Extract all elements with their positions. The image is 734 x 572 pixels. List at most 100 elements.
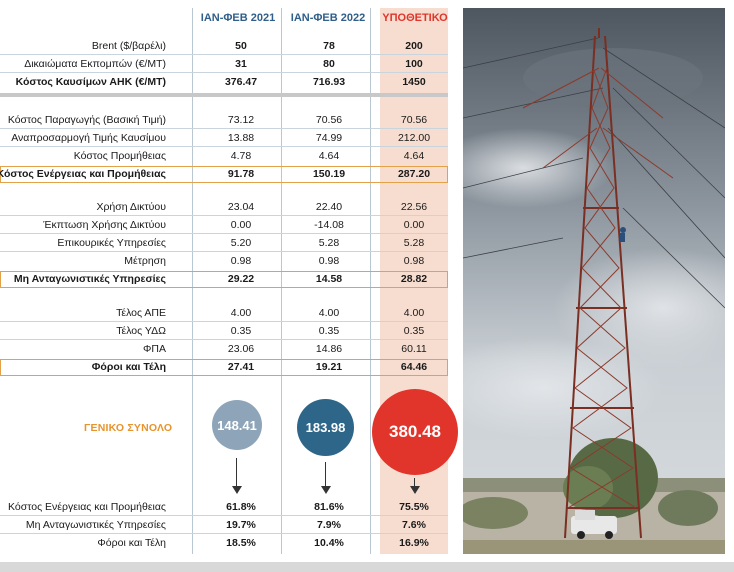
- value-hypothetical: 75.5%: [399, 501, 429, 513]
- row-label: Έκπτωση Χρήσης Δικτύου: [43, 219, 166, 231]
- row-share-taxes: Φόροι και Τέλη 18.5% 10.4% 16.9%: [0, 535, 448, 552]
- page-bottom-band: [0, 562, 734, 572]
- value-2022: 0.98: [318, 255, 340, 267]
- row-label: Δικαιώματα Εκπομπών (€/MT): [24, 58, 166, 70]
- value-2022: 80: [323, 58, 335, 70]
- row-label: Μη Ανταγωνιστικές Υπηρεσίες: [13, 273, 166, 285]
- row-taxes-subtotal: Φόροι και Τέλη 27.41 19.21 64.46: [0, 359, 448, 376]
- value-hypothetical: 28.82: [400, 273, 428, 285]
- down-arrow-icon: [410, 478, 420, 494]
- value-hypothetical: 7.6%: [402, 519, 426, 531]
- down-arrow-icon: [232, 458, 242, 494]
- value-2021: 50: [235, 40, 247, 52]
- value-2022: 4.64: [318, 150, 340, 162]
- value-2022: 4.00: [318, 307, 340, 319]
- value-hypothetical: 4.00: [403, 307, 425, 319]
- row-divider: [0, 146, 448, 147]
- value-2021: 0.00: [230, 219, 252, 231]
- row-label: Φόροι και Τέλη: [91, 361, 166, 373]
- row-divider: [0, 251, 448, 252]
- row-non-competitive-subtotal: Μη Ανταγωνιστικές Υπηρεσίες 29.22 14.58 …: [0, 271, 448, 288]
- row-label: Κόστος Ενέργειας και Προμήθειας: [0, 168, 166, 180]
- row-pso-levy: Τέλος ΥΔΩ 0.35 0.35 0.35: [0, 323, 448, 340]
- value-2022: -14.08: [314, 219, 344, 231]
- row-res-levy: Τέλος ΑΠΕ 4.00 4.00 4.00: [0, 305, 448, 322]
- row-label: Φόροι και Τέλη: [97, 537, 166, 549]
- value-2021: 4.78: [230, 150, 252, 162]
- total-2022-value: 183.98: [305, 420, 346, 435]
- value-hypothetical: 60.11: [401, 343, 427, 355]
- row-divider: [0, 128, 448, 129]
- down-arrow-icon: [321, 462, 331, 494]
- value-2022: 14.58: [315, 273, 343, 285]
- value-2021: 376.47: [224, 76, 258, 88]
- row-emission-rights: Δικαιώματα Εκπομπών (€/MT) 31 80 100: [0, 56, 448, 73]
- value-hypothetical: 4.64: [403, 150, 425, 162]
- value-2021: 4.00: [230, 307, 252, 319]
- value-2022: 0.35: [318, 325, 340, 337]
- column-divider: [281, 8, 282, 554]
- value-2021: 18.5%: [226, 537, 256, 549]
- header-hypothetical: ΥΠΟΘΕΤΙΚΟ: [382, 12, 448, 24]
- value-2021: 91.78: [227, 168, 255, 180]
- value-2022: 78: [323, 40, 335, 52]
- subtotal-box: [0, 166, 448, 183]
- row-production-cost: Κόστος Παραγωγής (Βασική Τιμή) 73.12 70.…: [0, 112, 448, 129]
- value-hypothetical: 0.35: [403, 325, 425, 337]
- cost-breakdown-table: ΙΑΝ-ΦΕΒ 2021 ΙΑΝ-ΦΕΒ 2022 ΥΠΟΘΕΤΙΚΟ Bren…: [0, 8, 458, 554]
- power-pylon-photo: [463, 8, 725, 554]
- row-label: Κόστος Παραγωγής (Βασική Τιμή): [7, 114, 166, 126]
- grand-total-label: ΓΕΝΙΚΟ ΣΥΝΟΛΟ: [84, 422, 173, 434]
- value-2022: 19.21: [315, 361, 343, 373]
- value-2021: 31: [235, 58, 247, 70]
- value-2022: 14.86: [315, 343, 343, 355]
- row-divider: [0, 515, 448, 516]
- row-label: Κόστος Προμήθειας: [73, 150, 166, 162]
- value-2022: 5.28: [318, 237, 340, 249]
- row-label: Κόστος Ενέργειας και Προμήθειας: [8, 501, 166, 513]
- value-2021: 27.41: [227, 361, 255, 373]
- row-label: Μέτρηση: [124, 255, 166, 267]
- total-hypothetical-circle: 380.48: [372, 389, 458, 475]
- value-hypothetical: 5.28: [403, 237, 425, 249]
- value-2022: 70.56: [315, 114, 343, 126]
- value-hypothetical: 0.98: [403, 255, 425, 267]
- value-2021: 0.98: [230, 255, 252, 267]
- value-2021: 29.22: [227, 273, 255, 285]
- total-2022-circle: 183.98: [297, 399, 354, 456]
- total-2021-value: 148.41: [217, 417, 257, 433]
- value-hypothetical: 64.46: [400, 361, 428, 373]
- row-label: Επικουρικές Υπηρεσίες: [57, 237, 166, 249]
- row-divider: [0, 215, 448, 216]
- row-label: Κόστος Καυσίμων ΑΗΚ (€/MT): [15, 76, 166, 88]
- subtotal-box: [0, 359, 448, 376]
- row-label: Μη Ανταγωνιστικές Υπηρεσίες: [25, 519, 166, 531]
- row-label: Τέλος ΥΔΩ: [116, 325, 166, 337]
- value-2022: 81.6%: [314, 501, 344, 513]
- value-2021: 23.04: [227, 201, 255, 213]
- row-label: Αναπροσαρμογή Τιμής Καυσίμου: [11, 132, 166, 144]
- row-divider: [0, 533, 448, 534]
- value-2021: 19.7%: [226, 519, 256, 531]
- row-metering: Μέτρηση 0.98 0.98 0.98: [0, 253, 448, 270]
- header-jan-feb-2021: ΙΑΝ-ΦΕΒ 2021: [200, 12, 276, 24]
- value-2021: 13.88: [227, 132, 255, 144]
- row-vat: ΦΠΑ 23.06 14.86 60.11: [0, 341, 448, 358]
- header-jan-feb-2022: ΙΑΝ-ΦΕΒ 2022: [290, 12, 366, 24]
- value-hypothetical: 212.00: [397, 132, 431, 144]
- value-2021: 61.8%: [226, 501, 256, 513]
- value-hypothetical: 1450: [402, 76, 426, 88]
- row-label: Τέλος ΑΠΕ: [116, 307, 166, 319]
- row-share-energy: Κόστος Ενέργειας και Προμήθειας 61.8% 81…: [0, 499, 448, 516]
- row-divider: [0, 339, 448, 340]
- value-2022: 22.40: [315, 201, 343, 213]
- column-divider: [192, 8, 193, 554]
- row-label: ΦΠΑ: [143, 343, 166, 355]
- row-network-discount: Έκπτωση Χρήσης Δικτύου 0.00 -14.08 0.00: [0, 217, 448, 234]
- value-2021: 73.12: [227, 114, 255, 126]
- total-2021-circle: 148.41: [212, 400, 262, 450]
- row-ancillary-services: Επικουρικές Υπηρεσίες 5.20 5.28 5.28: [0, 235, 448, 252]
- row-divider: [0, 54, 448, 55]
- value-hypothetical: 200: [405, 40, 423, 52]
- value-hypothetical: 287.20: [397, 168, 431, 180]
